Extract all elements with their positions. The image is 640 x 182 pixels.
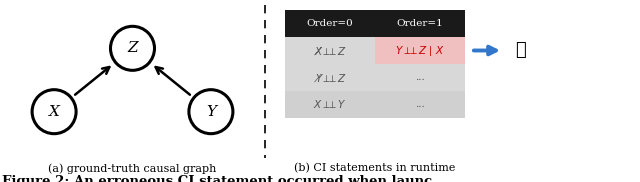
- Text: Y: Y: [206, 105, 216, 119]
- Ellipse shape: [189, 90, 233, 134]
- Ellipse shape: [32, 90, 76, 134]
- Text: (a) ground-truth causal graph: (a) ground-truth causal graph: [48, 163, 217, 174]
- Text: $Y \perp\!\!\!\perp Z \mid X$: $Y \perp\!\!\!\perp Z \mid X$: [396, 43, 445, 58]
- Text: $X \not\!\perp\!\!\!\perp Z$: $X \not\!\perp\!\!\!\perp Z$: [314, 44, 346, 57]
- Text: ...: ...: [415, 100, 425, 109]
- Ellipse shape: [111, 26, 154, 70]
- Bar: [285, 10, 375, 37]
- Bar: [375, 64, 465, 91]
- Bar: [285, 91, 375, 118]
- Text: Order=0: Order=0: [307, 19, 353, 28]
- Text: Order=1: Order=1: [397, 19, 444, 28]
- Text: ...: ...: [415, 73, 425, 82]
- Text: Figure 2: An erroneous CI statement occurred when launc: Figure 2: An erroneous CI statement occu…: [2, 175, 432, 182]
- Text: $X \perp\!\!\!\perp Y$: $X \perp\!\!\!\perp Y$: [313, 98, 347, 110]
- Text: Z: Z: [127, 41, 138, 55]
- Text: 🔍: 🔍: [516, 41, 526, 60]
- Text: $Y \not\!\perp\!\!\!\perp Z$: $Y \not\!\perp\!\!\!\perp Z$: [314, 71, 346, 84]
- Bar: [285, 37, 375, 64]
- Bar: [375, 37, 465, 64]
- Text: X: X: [49, 105, 60, 119]
- Text: (b) CI statements in runtime: (b) CI statements in runtime: [294, 163, 456, 173]
- Bar: [375, 91, 465, 118]
- Bar: [375, 10, 465, 37]
- Bar: [285, 64, 375, 91]
